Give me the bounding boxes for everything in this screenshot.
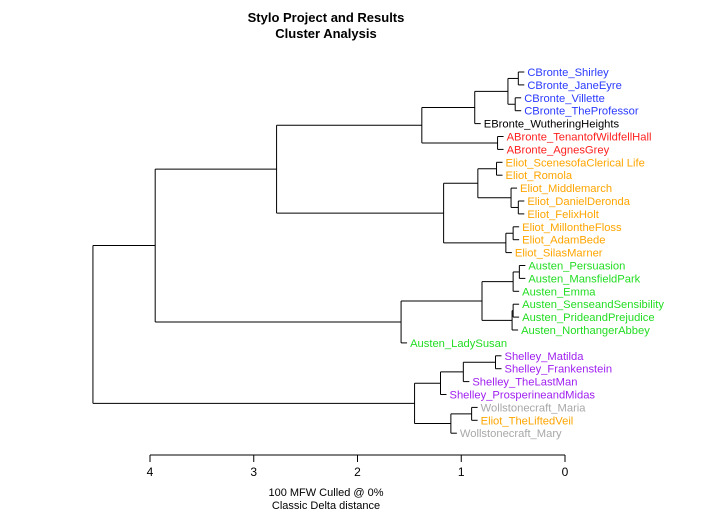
leaf-label: Austen_PrideandPrejudice	[522, 312, 654, 324]
leaf-label: Eliot_SilasMarner	[515, 248, 603, 260]
leaf-label: Austen_Emma	[522, 286, 596, 298]
leaf-label: CBronte_JaneEyre	[527, 80, 622, 92]
leaf-label: Eliot_TheLiftedVeil	[481, 415, 574, 427]
leaf-label: Shelley_ProsperineandMidas	[450, 390, 596, 402]
leaf-label: Eliot_ScenesofaClerical Life	[506, 157, 645, 169]
leaf-label: Shelley_Matilda	[504, 351, 584, 363]
leaf-label: ABronte_AgnesGrey	[507, 144, 610, 156]
axis-caption-line-1: 100 MFW Culled @ 0%	[268, 487, 384, 499]
axis-caption-line-2: Classic Delta distance	[271, 500, 381, 512]
chart-title-line-2: Cluster Analysis	[275, 26, 377, 41]
leaf-label: Austen_Persuasion	[528, 261, 625, 273]
leaf-label: Wollstonecraft_Mary	[460, 428, 562, 440]
leaf-label: Eliot_AdamBede	[522, 235, 605, 247]
x-axis: 4 3 2 1 0	[147, 454, 569, 479]
leaf-label: Eliot_Romola	[506, 170, 573, 182]
leaf-label: CBronte_Shirley	[527, 67, 609, 79]
leaf-label: Austen_SenseandSensibility	[522, 299, 664, 311]
leaf-label: Eliot_MillontheFloss	[522, 222, 622, 234]
x-tick-label: 0	[562, 465, 569, 479]
leaf-labels: CBronte_ShirleyCBronte_JaneEyreCBronte_V…	[410, 67, 664, 440]
leaf-label: EBronte_WutheringHeights	[484, 119, 620, 131]
dendrogram-tree	[92, 71, 526, 434]
leaf-label: CBronte_Villette	[524, 93, 605, 105]
leaf-label: CBronte_TheProfessor	[524, 106, 639, 118]
leaf-label: Austen_NorthangerAbbey	[521, 325, 650, 337]
leaf-label: Wollstonecraft_Maria	[481, 402, 587, 414]
leaf-label: Austen_LadySusan	[410, 338, 507, 350]
x-tick-label: 4	[147, 465, 154, 479]
x-tick-label: 1	[458, 465, 465, 479]
x-tick-label: 3	[250, 465, 257, 479]
chart-title-line-1: Stylo Project and Results	[247, 10, 405, 25]
leaf-label: Eliot_DanielDeronda	[527, 196, 630, 208]
leaf-label: Shelley_Frankenstein	[504, 364, 612, 376]
leaf-label: Austen_MansfieldPark	[528, 273, 640, 285]
leaf-label: ABronte_TenantofWildfellHall	[507, 132, 652, 144]
x-tick-label: 2	[354, 465, 361, 479]
leaf-label: Shelley_TheLastMan	[472, 377, 577, 389]
leaf-label: Eliot_FelixHolt	[527, 209, 599, 221]
leaf-label: Eliot_Middlemarch	[520, 183, 612, 195]
